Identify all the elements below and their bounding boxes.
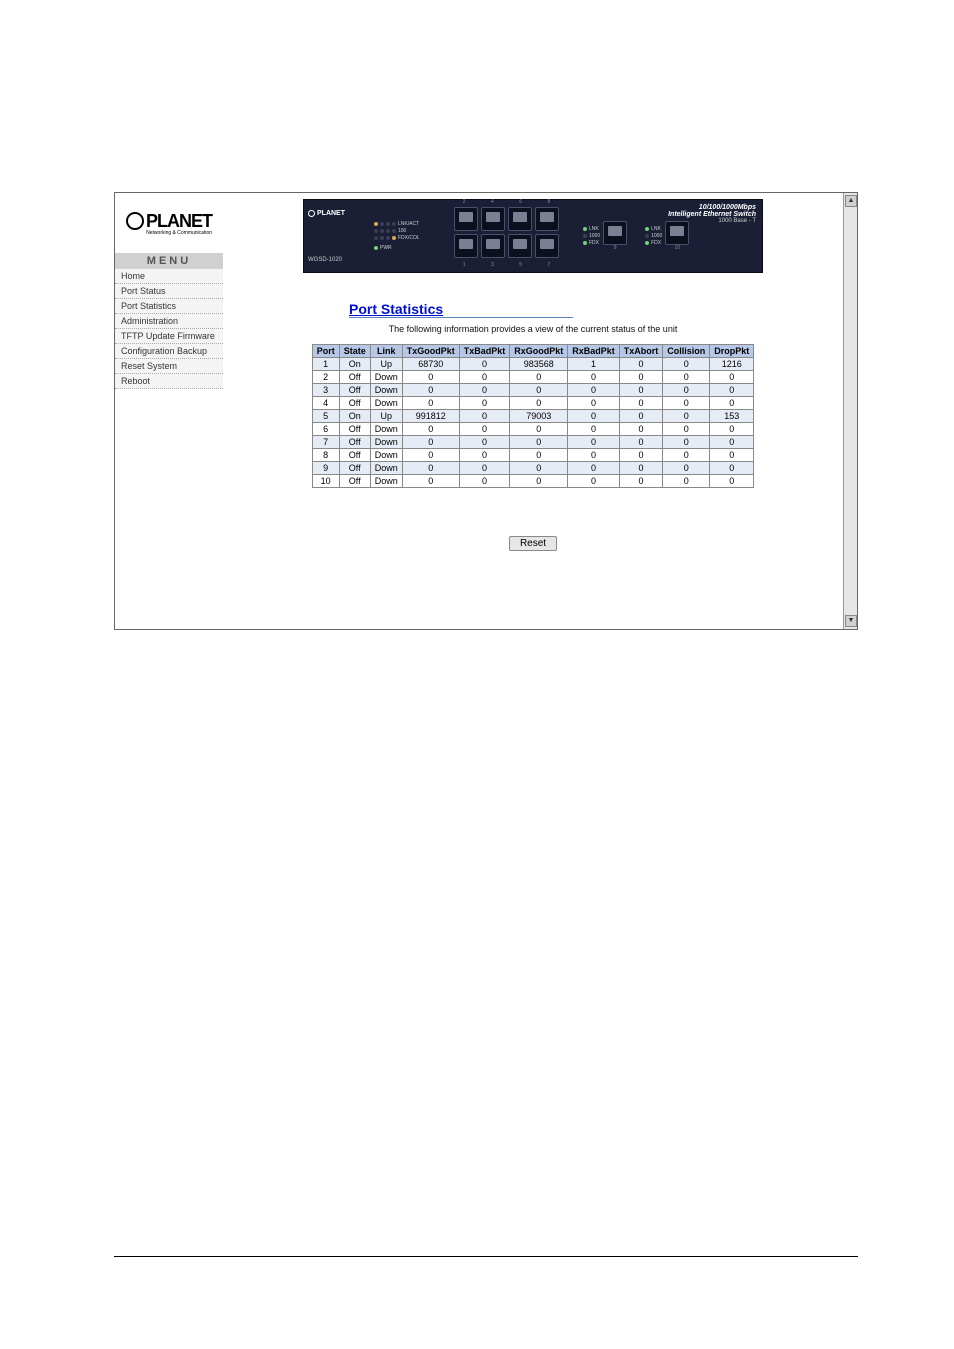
brand-logo: PLANET Networking & Communication	[115, 193, 223, 253]
menu-item-configuration-backup[interactable]: Configuration Backup	[115, 344, 223, 359]
port-icon	[454, 234, 478, 258]
table-row: 3OffDown0000000	[312, 384, 754, 397]
table-header-port: Port	[312, 345, 339, 358]
table-row: 10OffDown0000000	[312, 475, 754, 488]
footer-divider	[114, 1256, 858, 1257]
scroll-up-icon[interactable]: ▲	[845, 195, 857, 207]
table-row: 6OffDown0000000	[312, 423, 754, 436]
switch-gig-label: 1000 Base - T	[668, 218, 756, 224]
app-frame: PLANET Networking & Communication MENU H…	[114, 192, 858, 630]
page-subtitle: The following information provides a vie…	[223, 324, 843, 334]
table-header-txgoodpkt: TxGoodPkt	[402, 345, 459, 358]
table-header-link: Link	[370, 345, 402, 358]
switch-title-2: Intelligent Ethernet Switch	[668, 211, 756, 218]
page-title: Port Statistics	[349, 301, 573, 318]
table-row: 7OffDown0000000	[312, 436, 754, 449]
scroll-down-icon[interactable]: ▼	[845, 615, 857, 627]
globe-icon	[308, 210, 315, 217]
menu-item-tftp-update-firmware[interactable]: TFTP Update Firmware	[115, 329, 223, 344]
table-header-collision: Collision	[663, 345, 710, 358]
port-icon	[481, 207, 505, 231]
port-icon	[535, 207, 559, 231]
table-row: 4OffDown0000000	[312, 397, 754, 410]
table-row: 5OnUp991812079003000153	[312, 410, 754, 423]
table-row: 9OffDown0000000	[312, 462, 754, 475]
switch-brand: PLANET	[317, 210, 345, 217]
content-area: PLANET WGSD-1020 LNK/ACT 100 FDX/COL PWR…	[223, 193, 857, 629]
switch-title-1: 10/100/1000Mbps	[668, 204, 756, 211]
brand-tagline: Networking & Communication	[126, 230, 212, 236]
table-header-droppkt: DropPkt	[710, 345, 754, 358]
port-statistics-table: PortStateLinkTxGoodPktTxBadPktRxGoodPktR…	[312, 344, 755, 488]
switch-model: WGSD-1020	[308, 257, 370, 263]
menu-item-administration[interactable]: Administration	[115, 314, 223, 329]
menu-item-home[interactable]: Home	[115, 269, 223, 284]
port-icon	[535, 234, 559, 258]
scrollbar[interactable]: ▲ ▼	[843, 193, 857, 629]
table-header-rxbadpkt: RxBadPkt	[568, 345, 620, 358]
switch-image: PLANET WGSD-1020 LNK/ACT 100 FDX/COL PWR…	[303, 199, 763, 273]
menu-item-port-status[interactable]: Port Status	[115, 284, 223, 299]
globe-icon	[126, 212, 144, 230]
menu-header: MENU	[115, 253, 223, 269]
menu-item-reset-system[interactable]: Reset System	[115, 359, 223, 374]
reset-button[interactable]: Reset	[509, 536, 557, 551]
port-icon	[508, 234, 532, 258]
table-row: 1OnUp6873009835681001216	[312, 358, 754, 371]
port-icon	[508, 207, 532, 231]
table-header-txbadpkt: TxBadPkt	[459, 345, 510, 358]
port-icon	[454, 207, 478, 231]
table-header-state: State	[339, 345, 370, 358]
table-row: 8OffDown0000000	[312, 449, 754, 462]
menu-item-port-statistics[interactable]: Port Statistics	[115, 299, 223, 314]
port-icon	[665, 221, 689, 245]
menu-item-reboot[interactable]: Reboot	[115, 374, 223, 389]
port-icon	[481, 234, 505, 258]
port-icon	[603, 221, 627, 245]
sidebar: PLANET Networking & Communication MENU H…	[115, 193, 223, 629]
table-header-txabort: TxAbort	[619, 345, 663, 358]
table-row: 2OffDown0000000	[312, 371, 754, 384]
brand-name: PLANET	[146, 211, 212, 232]
table-header-rxgoodpkt: RxGoodPkt	[510, 345, 568, 358]
